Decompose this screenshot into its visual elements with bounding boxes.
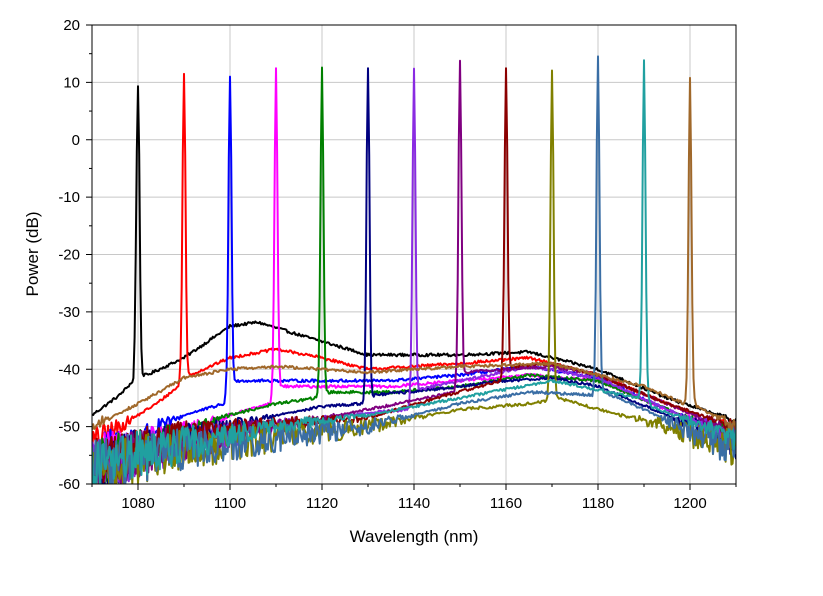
y-tick-label: -30 bbox=[58, 304, 80, 321]
x-tick-label: 1180 bbox=[582, 495, 614, 512]
y-axis-title: Power (dB) bbox=[23, 211, 42, 296]
series-line bbox=[92, 67, 736, 484]
series-line bbox=[92, 59, 736, 484]
x-tick-label: 1100 bbox=[214, 495, 246, 512]
y-tick-label: 0 bbox=[72, 132, 80, 149]
series-line bbox=[92, 55, 736, 484]
x-axis-title: Wavelength (nm) bbox=[350, 527, 479, 546]
y-tick-label: -40 bbox=[58, 361, 80, 378]
x-tick-label: 1080 bbox=[121, 495, 154, 512]
axes: 1080 1100 1120 1140 1160 1180 1200 20 10 0 -10 -20 -… bbox=[58, 17, 737, 512]
x-tick-label: 1160 bbox=[490, 495, 522, 512]
x-tick-label: 1200 bbox=[673, 495, 706, 512]
y-tick-label: -10 bbox=[58, 189, 80, 206]
x-tick-label: 1140 bbox=[398, 495, 430, 512]
y-tick-label: -50 bbox=[58, 419, 80, 436]
y-tick-label: 10 bbox=[63, 74, 80, 91]
series-line bbox=[92, 66, 736, 484]
y-tick-label: -60 bbox=[58, 476, 80, 493]
data-series-group bbox=[92, 55, 736, 484]
y-tick-label: -20 bbox=[58, 247, 80, 264]
y-tick-label: 20 bbox=[63, 17, 80, 34]
x-tick-label: 1120 bbox=[306, 495, 338, 512]
series-line bbox=[92, 76, 736, 431]
